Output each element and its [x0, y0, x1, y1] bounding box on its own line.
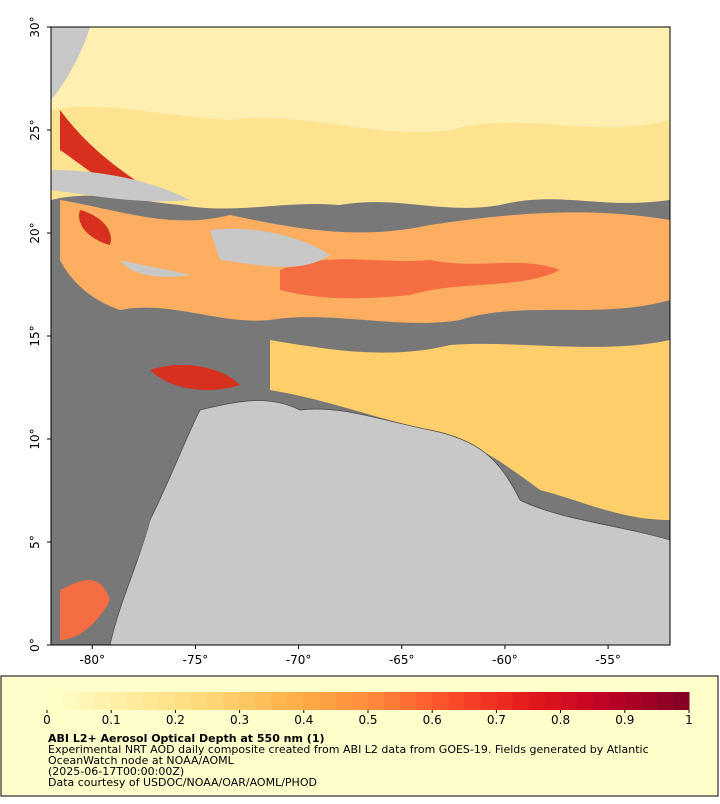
colorbar-step — [319, 692, 337, 710]
colorbar-step — [432, 692, 449, 710]
colorbar-step — [335, 692, 353, 710]
colorbar-step — [384, 692, 401, 710]
colorbar-step — [480, 692, 497, 710]
colorbar-step — [159, 692, 176, 710]
colorbar-step — [47, 692, 64, 710]
colorbar-step — [111, 692, 128, 710]
colorbar-tick-label: 0.6 — [423, 713, 442, 727]
colorbar-step — [271, 692, 289, 710]
colorbar-step — [496, 692, 513, 710]
colorbar-tick-label: 0 — [43, 713, 51, 727]
y-tick-label: 10° — [28, 428, 42, 449]
x-tick-label: -60° — [492, 653, 518, 667]
map-image — [51, 27, 671, 646]
y-tick-label: 5° — [28, 535, 42, 549]
colorbar-step — [672, 692, 690, 710]
colorbar-step — [303, 692, 321, 710]
colorbar-tick-label: 0.9 — [615, 713, 634, 727]
caption-line: (2025-06-17T00:00:00Z) — [48, 765, 184, 778]
aerosol-pacific — [60, 580, 110, 640]
colorbar-step — [464, 692, 481, 710]
colorbar-step — [287, 692, 305, 710]
colorbar-step — [656, 692, 674, 710]
y-tick-label: 25° — [28, 119, 42, 140]
colorbar-step — [223, 692, 241, 710]
caption-title: ABI L2+ Aerosol Optical Depth at 550 nm … — [48, 732, 325, 745]
colorbar-step — [143, 692, 160, 710]
colorbar-step — [351, 692, 369, 710]
colorbar-step — [207, 692, 225, 710]
colorbar-step — [191, 692, 208, 710]
aerosol-south — [270, 340, 670, 520]
colorbar-tick-label: 0.1 — [102, 713, 121, 727]
x-tick-label: -70° — [286, 653, 312, 667]
caption-line: Data courtesy of USDOC/NOAA/OAR/AOML/PHO… — [48, 776, 317, 789]
colorbar-tick-label: 0.8 — [551, 713, 570, 727]
colorbar-step — [175, 692, 192, 710]
colorbar-step — [592, 692, 610, 710]
caption-line: Experimental NRT AOD daily composite cre… — [48, 743, 649, 756]
y-tick-label: 15° — [28, 325, 42, 346]
y-tick-label: 30° — [28, 16, 42, 37]
colorbar-tick-label: 0.2 — [166, 713, 185, 727]
colorbar-tick-label: 0.5 — [358, 713, 377, 727]
colorbar-step — [255, 692, 273, 710]
x-tick-label: -75° — [183, 653, 209, 667]
land-north — [51, 27, 330, 277]
colorbar-step — [576, 692, 594, 710]
colorbar-step — [560, 692, 578, 710]
colorbar-step — [368, 692, 385, 710]
colorbar-step — [512, 692, 529, 710]
colorbar-tick-label: 0.3 — [230, 713, 249, 727]
x-tick-label: -65° — [389, 653, 415, 667]
colorbar-step — [79, 692, 96, 710]
caption-line: OceanWatch node at NOAA/AOML — [48, 754, 235, 767]
colorbar-tick-label: 0.4 — [294, 713, 313, 727]
colorbar-step — [400, 692, 417, 710]
colorbar-step — [239, 692, 257, 710]
colorbar-step — [448, 692, 465, 710]
colorbar-step — [624, 692, 642, 710]
x-tick-label: -55° — [595, 653, 621, 667]
aerosol-high — [280, 259, 560, 299]
colorbar-step — [608, 692, 626, 710]
colorbar-step — [127, 692, 144, 710]
colorbar-step — [640, 692, 658, 710]
colorbar-tick-label: 1 — [685, 713, 693, 727]
colorbar-step — [95, 692, 112, 710]
aerosol-verylow — [51, 27, 670, 133]
y-tick-label: 0° — [28, 638, 42, 652]
colorbar-step — [416, 692, 433, 710]
x-tick-label: -80° — [79, 653, 105, 667]
colorbar-tick-label: 0.7 — [487, 713, 506, 727]
colorbar-step — [63, 692, 80, 710]
y-tick-label: 20° — [28, 222, 42, 243]
colorbar-step — [544, 692, 562, 710]
colorbar-step — [528, 692, 546, 710]
